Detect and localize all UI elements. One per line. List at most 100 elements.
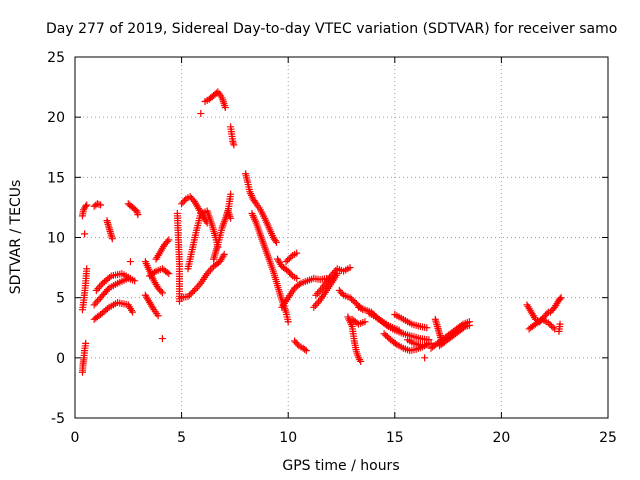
data-point — [126, 274, 134, 282]
data-point — [338, 290, 346, 298]
data-point — [349, 297, 357, 305]
data-point — [357, 357, 365, 365]
data-point — [351, 298, 359, 306]
data-point — [106, 273, 114, 281]
y-tick-label: 5 — [56, 291, 65, 307]
data-point — [272, 238, 280, 246]
data-point — [158, 335, 166, 343]
data-point — [165, 236, 173, 244]
data-point — [465, 321, 473, 329]
y-tick-label: 0 — [56, 351, 65, 367]
data-point — [206, 266, 214, 274]
data-point — [282, 258, 290, 266]
data-point — [163, 238, 171, 246]
data-point — [380, 330, 388, 338]
data-point — [295, 280, 303, 288]
x-axis-label: GPS time / hours — [282, 458, 399, 474]
x-tick-label: 15 — [386, 430, 404, 446]
data-point — [126, 258, 134, 266]
data-point — [197, 110, 205, 118]
data-point — [293, 340, 301, 348]
data-point — [346, 264, 354, 272]
data-point — [285, 255, 293, 263]
data-point — [103, 305, 111, 313]
data-point — [96, 283, 104, 291]
data-point — [158, 289, 166, 297]
data-point — [271, 237, 279, 245]
x-tick-label: 25 — [599, 430, 617, 446]
data-point — [81, 230, 89, 238]
data-point — [93, 297, 101, 305]
data-point — [90, 301, 98, 309]
data-point — [157, 287, 165, 295]
data-point — [301, 345, 309, 353]
x-tick-label: 10 — [279, 430, 297, 446]
data-point — [313, 300, 321, 308]
y-axis-label: SDTVAR / TECUs — [8, 180, 24, 295]
data-point — [82, 202, 90, 210]
data-point — [346, 294, 354, 302]
data-points — [78, 88, 565, 376]
chart-title: Day 277 of 2019, Sidereal Day-to-day VTE… — [46, 21, 617, 37]
data-point — [154, 312, 162, 320]
data-point — [97, 281, 105, 289]
x-tick-label: 5 — [177, 430, 186, 446]
data-point — [192, 285, 200, 293]
x-tick-label: 20 — [492, 430, 510, 446]
plot-frame — [74, 56, 609, 419]
data-point — [131, 277, 139, 285]
data-point — [108, 235, 116, 243]
data-point — [97, 201, 105, 209]
data-point — [150, 268, 158, 276]
data-point — [92, 299, 100, 307]
data-point — [187, 289, 195, 297]
data-point — [421, 354, 429, 362]
data-point — [251, 198, 259, 206]
data-point — [94, 285, 102, 293]
data-point — [557, 294, 565, 302]
data-point — [163, 268, 171, 276]
data-point — [548, 322, 556, 330]
data-point — [293, 274, 301, 282]
data-point — [221, 104, 229, 112]
data-point — [383, 333, 391, 341]
axis-ticks: 0 5 10 15 20 25 -5 0 5 10 15 20 25 — [47, 50, 617, 446]
data-point — [184, 292, 192, 300]
data-point — [186, 291, 194, 299]
data-point — [220, 250, 228, 258]
data-point — [460, 324, 468, 332]
data-point — [83, 201, 91, 209]
data-point — [287, 270, 295, 278]
data-point — [361, 318, 369, 326]
data-point — [194, 283, 202, 291]
data-point — [311, 301, 319, 309]
data-point — [92, 286, 100, 294]
data-point — [284, 318, 292, 326]
data-point — [284, 256, 292, 264]
data-point — [310, 303, 318, 311]
y-tick-label: 10 — [47, 231, 65, 247]
grid-lines — [75, 57, 608, 418]
data-point — [352, 300, 360, 308]
data-point — [556, 320, 564, 328]
data-point — [134, 211, 142, 219]
y-tick-label: 25 — [47, 50, 65, 66]
data-point — [549, 323, 557, 331]
data-point — [543, 310, 551, 318]
data-point — [302, 347, 310, 355]
data-point — [293, 249, 301, 257]
data-point — [95, 200, 103, 208]
data-point — [423, 324, 431, 332]
data-point — [165, 270, 173, 278]
data-point — [391, 339, 399, 347]
data-point — [544, 319, 552, 327]
y-tick-label: 20 — [47, 110, 65, 126]
data-point — [556, 295, 564, 303]
data-point — [82, 339, 90, 347]
data-point — [546, 320, 554, 328]
data-point — [230, 141, 238, 149]
data-point — [93, 200, 101, 208]
data-point — [83, 265, 91, 273]
data-point — [383, 321, 391, 329]
